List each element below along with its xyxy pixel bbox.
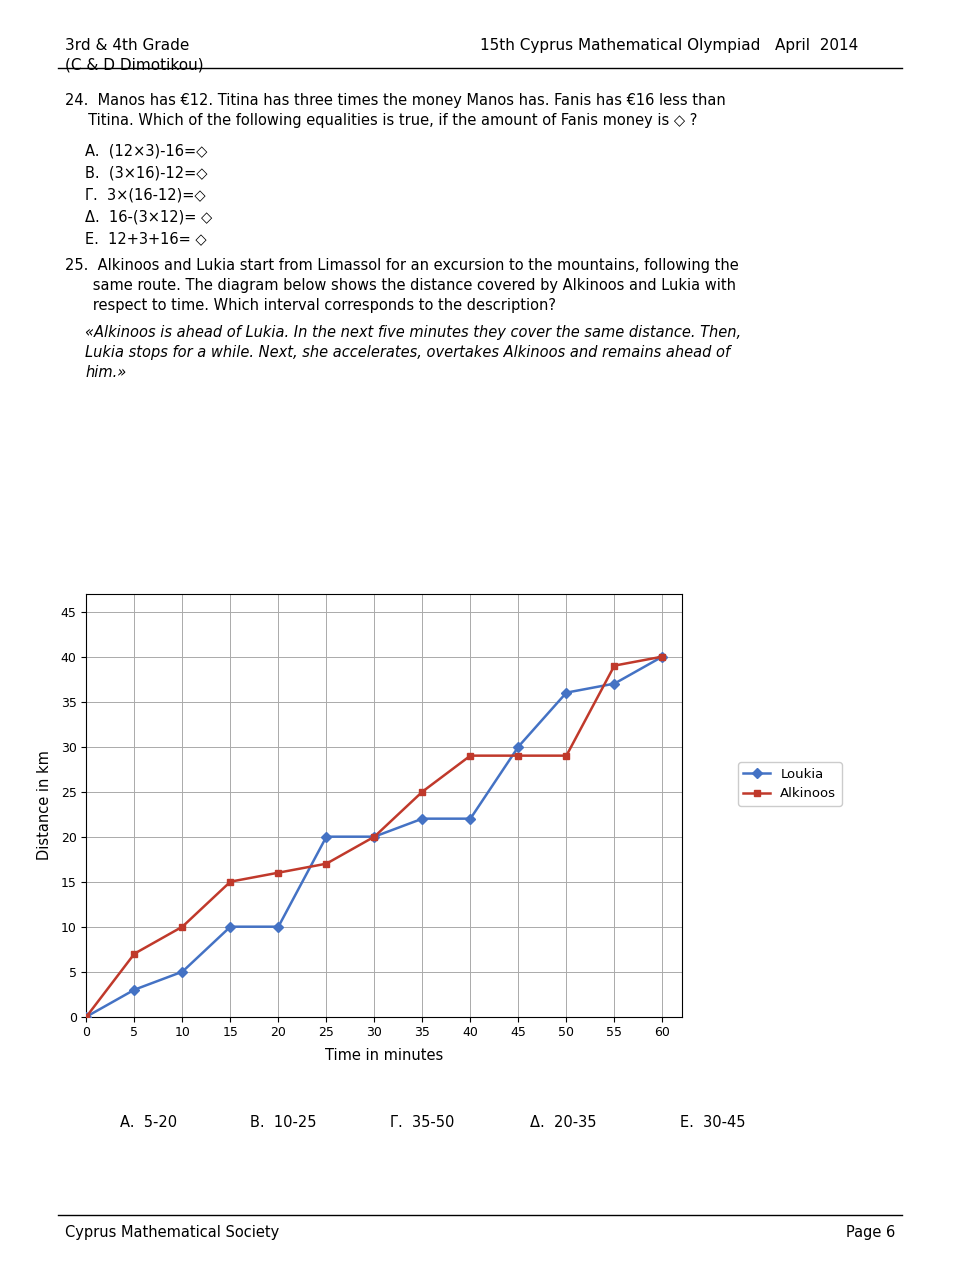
Text: (C & D Dimotikou): (C & D Dimotikou) [65,58,204,73]
Loukia [609,676,620,691]
Alkinoos [273,865,284,880]
Text: A.  5-20: A. 5-20 [120,1115,178,1130]
Loukia [81,1009,92,1024]
Alkinoos [417,784,428,799]
Text: Cyprus Mathematical Society: Cyprus Mathematical Society [65,1225,279,1240]
Text: 15th Cyprus Mathematical Olympiad   April  2014: 15th Cyprus Mathematical Olympiad April … [480,38,858,53]
Loukia [177,964,188,979]
Loukia [369,829,380,844]
Loukia [273,919,284,935]
Y-axis label: Distance in km: Distance in km [37,750,53,860]
Text: E.  12+3+16= ◇: E. 12+3+16= ◇ [85,231,206,246]
Line: Alkinoos: Alkinoos [83,653,666,1021]
Text: same route. The diagram below shows the distance covered by Alkinoos and Lukia w: same route. The diagram below shows the … [65,278,736,293]
Alkinoos [513,748,524,763]
Text: Page 6: Page 6 [846,1225,895,1240]
Loukia [417,811,428,826]
Loukia [129,983,140,998]
Text: B.  10-25: B. 10-25 [250,1115,317,1130]
Loukia [465,811,476,826]
X-axis label: Time in minutes: Time in minutes [324,1048,444,1062]
Text: A.  (12×3)-16=◇: A. (12×3)-16=◇ [85,143,207,158]
Alkinoos [81,1009,92,1024]
Legend: Loukia, Alkinoos: Loukia, Alkinoos [738,763,842,806]
Alkinoos [657,649,668,664]
Text: 25.  Alkinoos and Lukia start from Limassol for an excursion to the mountains, f: 25. Alkinoos and Lukia start from Limass… [65,258,739,273]
Text: B.  (3×16)-12=◇: B. (3×16)-12=◇ [85,165,207,181]
Line: Loukia: Loukia [83,653,666,1021]
Loukia [657,649,668,664]
Alkinoos [465,748,476,763]
Text: 24.  Manos has €12. Titina has three times the money Manos has. Fanis has €16 le: 24. Manos has €12. Titina has three time… [65,93,726,109]
Alkinoos [129,946,140,961]
Text: E.  30-45: E. 30-45 [680,1115,746,1130]
Text: Γ.  3×(16-12)=◇: Γ. 3×(16-12)=◇ [85,187,205,202]
Alkinoos [369,829,380,844]
Alkinoos [561,748,572,763]
Loukia [513,739,524,754]
Text: Δ.  20-35: Δ. 20-35 [530,1115,596,1130]
Text: respect to time. Which interval corresponds to the description?: respect to time. Which interval correspo… [65,298,556,313]
Alkinoos [225,874,236,889]
Text: «Alkinoos is ahead of Lukia. In the next five minutes they cover the same distan: «Alkinoos is ahead of Lukia. In the next… [85,325,741,340]
Text: Titina. Which of the following equalities is true, if the amount of Fanis money : Titina. Which of the following equalitie… [65,112,697,128]
Alkinoos [609,658,620,673]
Text: Δ.  16-(3×12)= ◇: Δ. 16-(3×12)= ◇ [85,208,212,224]
Loukia [321,829,332,844]
Alkinoos [177,919,188,935]
Text: Γ.  35-50: Γ. 35-50 [390,1115,454,1130]
Loukia [225,919,236,935]
Loukia [561,685,572,700]
Alkinoos [321,856,332,871]
Text: him.»: him.» [85,365,127,380]
Text: Lukia stops for a while. Next, she accelerates, overtakes Alkinoos and remains a: Lukia stops for a while. Next, she accel… [85,345,731,360]
Text: 3rd & 4th Grade: 3rd & 4th Grade [65,38,189,53]
